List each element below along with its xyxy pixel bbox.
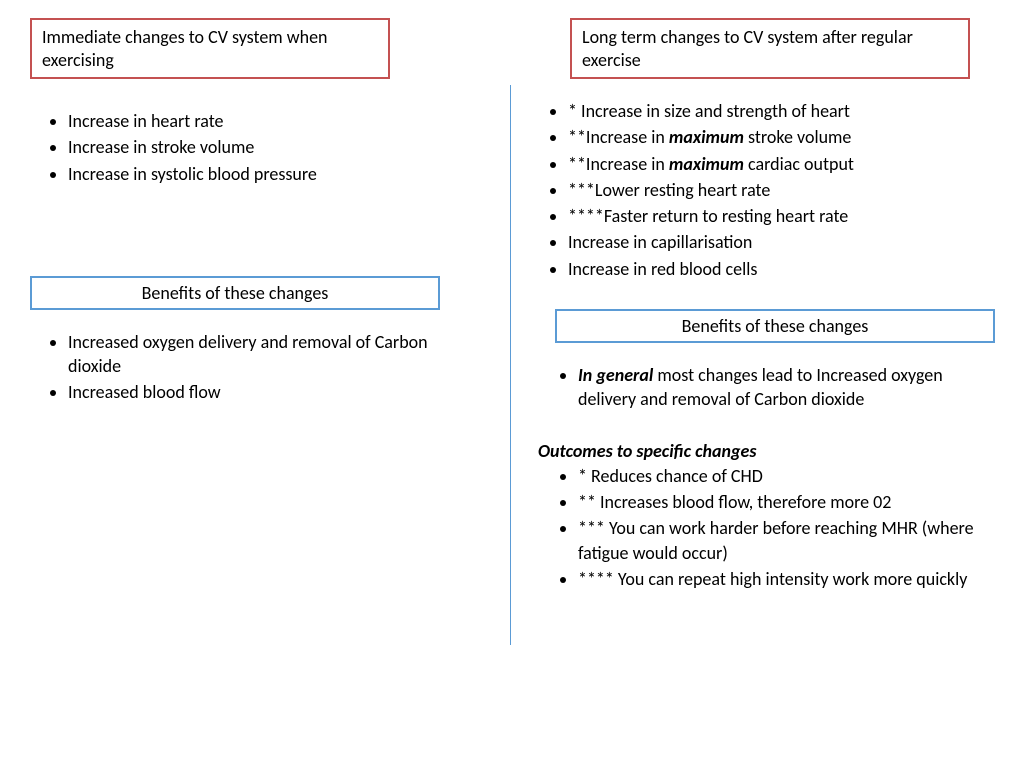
list-item: * Reduces chance of CHD bbox=[578, 464, 1000, 488]
list-item: * Increase in size and strength of heart bbox=[568, 99, 1000, 123]
vertical-divider bbox=[510, 85, 511, 645]
slide: Immediate changes to CV system when exer… bbox=[0, 0, 1024, 768]
list-item: *** You can work harder before reaching … bbox=[578, 516, 1000, 565]
longterm-changes-title-box: Long term changes to CV system after reg… bbox=[570, 18, 970, 79]
immediate-changes-title-box: Immediate changes to CV system when exer… bbox=[30, 18, 390, 79]
list-item: **Increase in maximum cardiac output bbox=[568, 152, 1000, 176]
in-general-em: In general bbox=[578, 364, 653, 386]
list-item: Increase in stroke volume bbox=[68, 135, 470, 159]
left-benefits-title: Benefits of these changes bbox=[142, 282, 329, 304]
list-item: ****Faster return to resting heart rate bbox=[568, 204, 1000, 228]
list-item: In general most changes lead to Increase… bbox=[578, 363, 1000, 412]
left-benefits-title-box: Benefits of these changes bbox=[30, 276, 440, 310]
immediate-changes-title: Immediate changes to CV system when exer… bbox=[42, 26, 328, 71]
longterm-changes-list: * Increase in size and strength of heart… bbox=[530, 99, 1000, 281]
list-item: Increase in heart rate bbox=[68, 109, 470, 133]
list-item: Increase in capillarisation bbox=[568, 230, 1000, 254]
right-benefits-title-box: Benefits of these changes bbox=[555, 309, 995, 343]
list-item: **** You can repeat high intensity work … bbox=[578, 567, 1000, 591]
right-benefits-list: In general most changes lead to Increase… bbox=[530, 363, 1000, 412]
right-benefits-title: Benefits of these changes bbox=[682, 315, 869, 337]
list-item: ** Increases blood flow, therefore more … bbox=[578, 490, 1000, 514]
list-item: Increased oxygen delivery and removal of… bbox=[68, 330, 470, 379]
list-item: Increase in systolic blood pressure bbox=[68, 162, 470, 186]
list-item: Increase in red blood cells bbox=[568, 257, 1000, 281]
immediate-changes-list: Increase in heart rate Increase in strok… bbox=[30, 109, 470, 186]
right-column: Long term changes to CV system after reg… bbox=[530, 18, 1000, 593]
list-item: Increased blood flow bbox=[68, 380, 470, 404]
list-item: **Increase in maximum stroke volume bbox=[568, 125, 1000, 149]
left-column: Immediate changes to CV system when exer… bbox=[30, 18, 470, 407]
list-item: ***Lower resting heart rate bbox=[568, 178, 1000, 202]
outcomes-list: * Reduces chance of CHD ** Increases blo… bbox=[530, 464, 1000, 591]
longterm-changes-title: Long term changes to CV system after reg… bbox=[582, 26, 913, 71]
outcomes-heading: Outcomes to specific changes bbox=[538, 440, 1000, 462]
left-benefits-list: Increased oxygen delivery and removal of… bbox=[30, 330, 470, 405]
